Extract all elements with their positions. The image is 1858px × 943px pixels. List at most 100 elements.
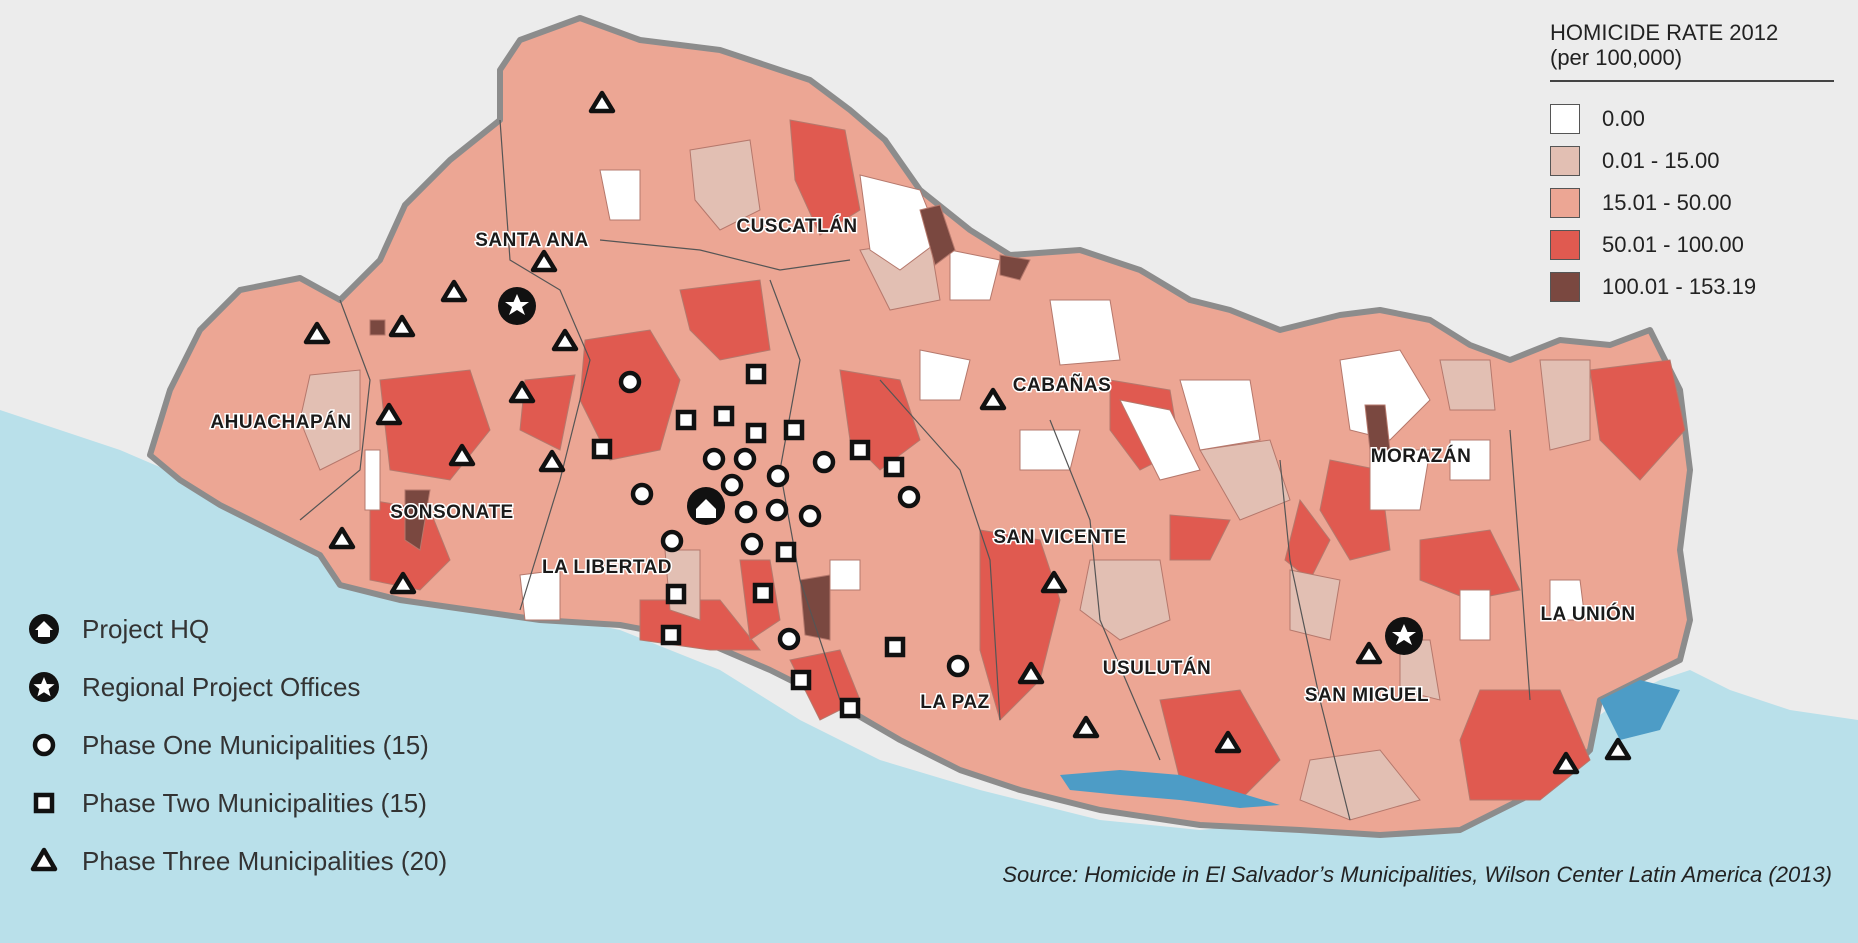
legend-class-label: 100.01 - 153.19 bbox=[1602, 274, 1757, 299]
phase-three-marker bbox=[1040, 570, 1068, 594]
phase-three-marker bbox=[979, 387, 1007, 411]
symbol-legend-label: Regional Project Offices bbox=[82, 671, 361, 702]
phase-two-marker bbox=[884, 636, 906, 658]
phase-two-marker bbox=[839, 697, 861, 719]
symbol-legend-label: Phase Two Municipalities (15) bbox=[82, 787, 427, 818]
legend-class-row: 100.01 - 153.19 bbox=[1550, 266, 1834, 308]
legend-swatch bbox=[1550, 272, 1580, 302]
phase-one-marker bbox=[733, 447, 757, 471]
dept-label-la-libertad: LA LIBERTAD bbox=[542, 557, 672, 578]
phase-one-marker bbox=[798, 504, 822, 528]
phase-three-marker bbox=[389, 571, 417, 595]
phase-one-marker bbox=[630, 482, 654, 506]
phase-two-marker bbox=[591, 438, 613, 460]
symbol-legend-row: Project HQ bbox=[26, 600, 447, 658]
phase-one-marker bbox=[720, 473, 744, 497]
regional-office-marker bbox=[498, 287, 536, 325]
phase-one-marker bbox=[946, 654, 970, 678]
department-labels: SANTA ANA CUSCATLÁN CABAÑAS AHUACHAPÁN S… bbox=[209, 214, 1637, 715]
triangle-icon bbox=[30, 847, 58, 872]
phase-three-marker bbox=[538, 449, 566, 473]
phase-three-marker bbox=[448, 443, 476, 467]
symbol-legend-label: Phase Three Municipalities (20) bbox=[82, 845, 448, 876]
symbol-legend-row: Phase One Municipalities (15) bbox=[26, 716, 447, 774]
legend-class-row: 15.01 - 50.00 bbox=[1550, 182, 1834, 224]
dept-label-usulutan: USULUTÁN bbox=[1103, 657, 1212, 679]
source-note: Source: Homicide in El Salvador’s Munici… bbox=[1002, 862, 1832, 887]
square-icon bbox=[33, 792, 55, 814]
phase-two-marker bbox=[745, 422, 767, 444]
markers bbox=[303, 90, 1632, 775]
phase-two-marker bbox=[883, 456, 905, 478]
legend-class-row: 0.01 - 15.00 bbox=[1550, 140, 1834, 182]
phase-three-marker bbox=[530, 249, 558, 273]
legend-swatch bbox=[1550, 146, 1580, 176]
legend-title-line2: (per 100,000) bbox=[1550, 45, 1683, 70]
phase-two-marker bbox=[752, 582, 774, 604]
phase-one-marker bbox=[765, 498, 789, 522]
phase-one-marker bbox=[766, 464, 790, 488]
symbol-legend-label: Phase One Municipalities (15) bbox=[82, 729, 429, 760]
phase-one-marker bbox=[660, 529, 684, 553]
symbol-legend-label: Project HQ bbox=[82, 613, 210, 644]
symbol-legend: Project HQ Regional Project Offices Phas… bbox=[26, 600, 447, 890]
phase-three-markers bbox=[303, 90, 1632, 775]
legend-class-label: 50.01 - 100.00 bbox=[1602, 232, 1744, 257]
phase-three-marker bbox=[440, 279, 468, 303]
phase-three-marker bbox=[1355, 641, 1383, 665]
dept-label-santa-ana: SANTA ANA bbox=[475, 230, 589, 251]
house-icon bbox=[29, 614, 59, 644]
phase-two-marker bbox=[745, 363, 767, 385]
phase-three-marker bbox=[375, 402, 403, 426]
symbol-legend-row: Regional Project Offices bbox=[26, 658, 447, 716]
legend-swatch bbox=[1550, 230, 1580, 260]
phase-two-marker bbox=[775, 541, 797, 563]
dept-label-ahuachapan: AHUACHAPÁN bbox=[210, 411, 351, 433]
circle-icon bbox=[32, 733, 56, 757]
dept-label-la-paz: LA PAZ bbox=[920, 692, 990, 713]
phase-three-marker bbox=[551, 328, 579, 352]
legend-class-row: 50.01 - 100.00 bbox=[1550, 224, 1834, 266]
dept-label-sonsonate: SONSONATE bbox=[390, 502, 513, 523]
project-hq-marker bbox=[687, 487, 725, 525]
dept-label-morazan: MORAZÁN bbox=[1371, 445, 1472, 467]
phase-three-marker bbox=[1214, 730, 1242, 754]
phase-three-marker bbox=[328, 526, 356, 550]
legend-swatch bbox=[1550, 104, 1580, 134]
phase-two-marker bbox=[713, 405, 735, 427]
phase-one-marker bbox=[734, 500, 758, 524]
phase-two-marker bbox=[790, 669, 812, 691]
legend-title: HOMICIDE RATE 2012 (per 100,000) bbox=[1550, 20, 1834, 70]
dept-label-san-miguel: SAN MIGUEL bbox=[1305, 685, 1429, 706]
phase-one-marker bbox=[897, 485, 921, 509]
phase-three-marker bbox=[508, 380, 536, 404]
municipality-patches bbox=[299, 119, 1686, 821]
homicide-rate-legend: HOMICIDE RATE 2012 (per 100,000) 0.00 0.… bbox=[1550, 20, 1834, 308]
phase-two-marker bbox=[660, 624, 682, 646]
legend-title-line1: HOMICIDE RATE 2012 bbox=[1550, 20, 1779, 45]
phase-one-marker bbox=[702, 447, 726, 471]
phase-two-marker bbox=[783, 419, 805, 441]
legend-class-label: 15.01 - 50.00 bbox=[1602, 190, 1732, 215]
phase-three-marker bbox=[1017, 661, 1045, 685]
legend-class-label: 0.00 bbox=[1602, 106, 1645, 131]
phase-one-marker bbox=[812, 450, 836, 474]
dept-label-cuscatlan: CUSCATLÁN bbox=[736, 215, 857, 237]
legend-divider bbox=[1550, 80, 1834, 82]
phase-two-marker bbox=[849, 439, 871, 461]
legend-swatch bbox=[1550, 188, 1580, 218]
star-icon bbox=[29, 672, 59, 702]
phase-three-marker bbox=[1072, 715, 1100, 739]
dept-label-la-union: LA UNIÓN bbox=[1540, 603, 1635, 625]
symbol-legend-row: Phase Three Municipalities (20) bbox=[26, 832, 447, 890]
phase-two-marker bbox=[665, 583, 687, 605]
phase-three-marker bbox=[303, 321, 331, 345]
dept-label-cabanas: CABAÑAS bbox=[1013, 374, 1112, 396]
phase-three-marker bbox=[388, 314, 416, 338]
regional-office-marker bbox=[1385, 617, 1423, 655]
legend-class-label: 0.01 - 15.00 bbox=[1602, 148, 1720, 173]
phase-two-marker bbox=[675, 409, 697, 431]
phase-one-marker bbox=[777, 627, 801, 651]
phase-three-marker bbox=[1552, 751, 1580, 775]
